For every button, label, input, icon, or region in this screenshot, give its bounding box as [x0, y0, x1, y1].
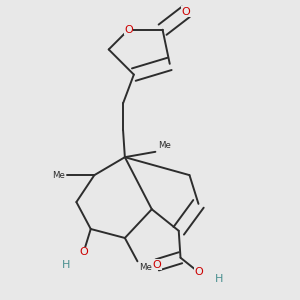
Text: O: O [124, 25, 133, 35]
Text: H: H [214, 274, 223, 284]
Text: Me: Me [158, 141, 171, 150]
Text: Me: Me [52, 171, 65, 180]
Text: H: H [61, 260, 70, 270]
Text: O: O [194, 267, 203, 277]
Text: Me: Me [140, 263, 152, 272]
Text: O: O [79, 247, 88, 257]
Text: O: O [182, 7, 190, 17]
Text: O: O [153, 260, 162, 270]
